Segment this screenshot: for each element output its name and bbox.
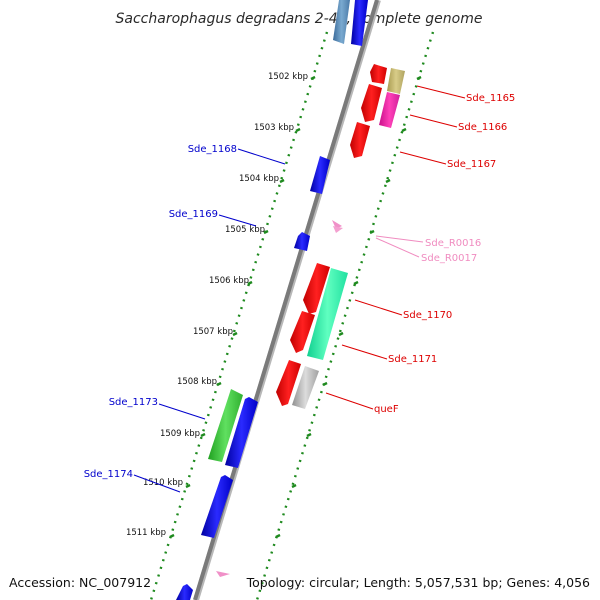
gene-sde-1167 [350, 122, 370, 158]
plus-strand-labels: Sde_1168 Sde_1169 Sde_1173 Sde_1174 [84, 144, 286, 493]
tick-label-1511: 1511 kbp [126, 528, 166, 538]
gene-sde-1166 [379, 92, 400, 128]
label-sde-1165: Sde_1165 [466, 93, 515, 104]
label-sde-1168: Sde_1168 [188, 144, 237, 155]
tick-label-1510: 1510 kbp [143, 478, 183, 488]
label-sde-1170: Sde_1170 [403, 310, 452, 321]
gene-sde-1171 [290, 311, 315, 353]
tick-label-1506: 1506 kbp [209, 276, 249, 286]
gene-sde-1173 [208, 389, 243, 462]
gene-quef [292, 366, 319, 409]
map-title: Saccharophagus degradans 2-40, complete … [116, 11, 483, 27]
outer-major-ticks [169, 75, 316, 539]
minus-strand-genes [216, 64, 405, 577]
label-sde-r0016: Sde_R0016 [425, 238, 481, 249]
gene-sde-1168 [310, 156, 330, 194]
gene-sde-1165 [361, 84, 382, 122]
gene-khaki [387, 68, 405, 94]
tick-label-1504: 1504 kbp [239, 174, 279, 184]
tick-label-1505: 1505 kbp [225, 225, 265, 235]
label-sde-1167: Sde_1167 [447, 159, 496, 170]
label-sde-1166: Sde_1166 [458, 122, 507, 133]
gene-sde-1172 [225, 397, 258, 468]
rna-sde-r0016 [332, 220, 342, 229]
tick-label-1502: 1502 kbp [268, 72, 308, 82]
scale-tick-labels: 1502 kbp 1503 kbp 1504 kbp 1505 kbp 1506… [126, 72, 308, 538]
label-sde-1174: Sde_1174 [84, 469, 133, 480]
label-sde-r0017: Sde_R0017 [421, 253, 477, 264]
label-quef: queF [374, 404, 399, 415]
minus-strand-labels: Sde_1165 Sde_1166 Sde_1167 Sde_R0016 Sde… [325, 85, 515, 415]
plus-strand-genes [176, 0, 368, 600]
gene-sde-1170a [303, 263, 330, 314]
gene-sde-1165a [370, 64, 387, 84]
rna-bottom [216, 571, 230, 577]
gene-top-blue [351, 0, 368, 46]
tick-label-1509: 1509 kbp [160, 429, 200, 439]
inner-major-ticks [275, 75, 422, 539]
accession-text: Accession: NC_007912 [9, 575, 151, 590]
gene-bottom-blue [176, 584, 193, 600]
gene-top-steel [333, 0, 350, 44]
tick-label-1503: 1503 kbp [254, 123, 294, 133]
genome-summary-text: Topology: circular; Length: 5,057,531 bp… [246, 575, 590, 590]
label-sde-1173: Sde_1173 [109, 397, 158, 408]
gene-quef-red [276, 360, 301, 406]
gene-sde-1169 [294, 232, 310, 251]
inner-dotted-track [255, 31, 435, 600]
tick-label-1507: 1507 kbp [193, 327, 233, 337]
gene-sde-1174 [201, 475, 233, 538]
label-sde-1169: Sde_1169 [169, 209, 218, 220]
label-sde-1171: Sde_1171 [388, 354, 437, 365]
rna-sde-r0017 [333, 226, 343, 233]
outer-dotted-track [149, 31, 329, 600]
tick-label-1508: 1508 kbp [177, 377, 217, 387]
gene-sde-1170 [307, 268, 348, 360]
